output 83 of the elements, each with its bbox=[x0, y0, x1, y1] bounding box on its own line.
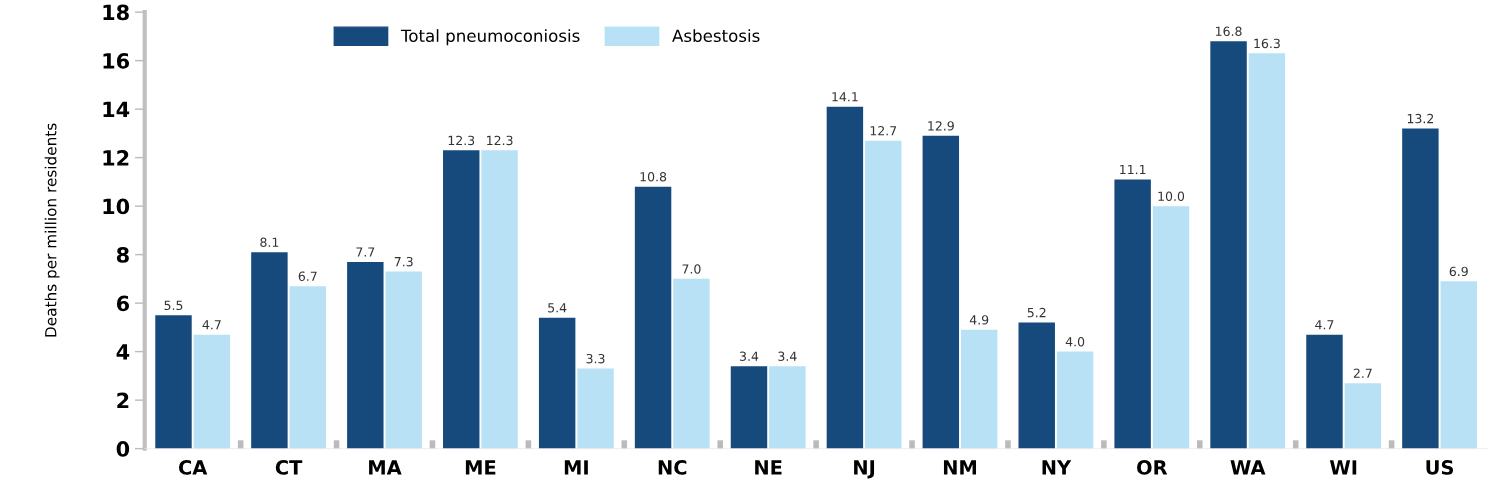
data-label: 11.1 bbox=[1120, 164, 1146, 175]
x-tick-label: NY bbox=[1042, 460, 1072, 475]
bar bbox=[1402, 128, 1439, 449]
bar bbox=[634, 186, 672, 449]
data-label: 14.1 bbox=[832, 92, 858, 102]
x-tick-label: NC bbox=[658, 460, 687, 475]
data-label: 8.1 bbox=[260, 237, 279, 247]
bar bbox=[443, 150, 480, 449]
data-label: 7.0 bbox=[682, 264, 701, 274]
data-label: 3.4 bbox=[778, 351, 797, 361]
y-tick-label: 2 bbox=[117, 392, 129, 409]
data-label: 5.2 bbox=[1027, 307, 1046, 318]
x-tick-label: CA bbox=[178, 460, 208, 475]
y-axis-title: Deaths per million residents bbox=[44, 123, 60, 337]
data-label: 7.3 bbox=[394, 256, 413, 267]
data-label: 5.5 bbox=[164, 300, 183, 311]
x-tick-label: NE bbox=[755, 460, 782, 475]
data-label: 3.4 bbox=[740, 351, 759, 361]
data-label: 13.2 bbox=[1407, 113, 1434, 124]
x-tick-label: OR bbox=[1137, 460, 1168, 475]
bar bbox=[577, 368, 614, 449]
bar bbox=[385, 271, 422, 449]
x-tick-label: CT bbox=[275, 460, 303, 475]
x-tick-label: ME bbox=[465, 460, 496, 475]
data-label: 16.3 bbox=[1254, 38, 1280, 49]
y-tick-label: 6 bbox=[116, 295, 130, 312]
y-tick-label: 16 bbox=[103, 53, 130, 69]
bar bbox=[193, 334, 231, 449]
bar bbox=[769, 366, 806, 449]
data-label: 4.7 bbox=[202, 320, 221, 330]
y-tick-label: 12 bbox=[103, 150, 129, 166]
x-tick-label: NM bbox=[943, 460, 977, 475]
bar bbox=[347, 261, 384, 449]
bar bbox=[1440, 281, 1477, 449]
bar bbox=[155, 315, 192, 449]
bar bbox=[538, 317, 576, 449]
data-label: 4.7 bbox=[1315, 320, 1334, 330]
data-label: 6.9 bbox=[1449, 266, 1468, 277]
bar bbox=[1344, 383, 1382, 449]
data-label: 2.7 bbox=[1353, 368, 1372, 378]
data-label: 4.0 bbox=[1065, 336, 1085, 347]
x-tick-label: MI bbox=[564, 460, 588, 475]
bar bbox=[1152, 206, 1190, 449]
y-tick-label: 8 bbox=[116, 247, 129, 263]
x-tick-label: MA bbox=[369, 460, 402, 475]
y-tick-label: 10 bbox=[103, 198, 130, 215]
x-tick-label: WI bbox=[1329, 460, 1357, 475]
data-label: 12.3 bbox=[487, 135, 513, 146]
data-label: 4.9 bbox=[969, 315, 989, 325]
legend-label: Total pneumoconiosis bbox=[400, 29, 580, 46]
bar bbox=[1114, 179, 1151, 449]
bar bbox=[673, 278, 710, 449]
data-label: 7.7 bbox=[356, 247, 375, 257]
bar bbox=[730, 366, 768, 449]
bar bbox=[1248, 53, 1286, 449]
x-tick-label: NJ bbox=[854, 460, 875, 479]
y-tick-label: 14 bbox=[103, 101, 130, 118]
bar bbox=[251, 252, 288, 449]
bar bbox=[481, 150, 518, 449]
data-label: 12.3 bbox=[448, 135, 475, 146]
y-tick-label: 18 bbox=[103, 4, 129, 21]
y-tick-label: 4 bbox=[116, 344, 130, 360]
data-label: 10.8 bbox=[640, 172, 667, 182]
data-label: 12.9 bbox=[928, 121, 954, 131]
data-label: 5.4 bbox=[548, 303, 567, 313]
bar bbox=[826, 106, 864, 449]
x-tick-label: US bbox=[1426, 460, 1454, 475]
bar bbox=[1306, 334, 1343, 449]
data-label: 3.3 bbox=[586, 353, 605, 364]
legend-label: Asbestosis bbox=[672, 29, 760, 43]
x-tick-label: WA bbox=[1230, 460, 1266, 475]
data-label: 10.0 bbox=[1158, 191, 1185, 201]
bar bbox=[289, 286, 326, 449]
bar bbox=[1056, 351, 1094, 449]
bar bbox=[1210, 41, 1247, 449]
bar bbox=[960, 329, 998, 449]
data-label: 16.8 bbox=[1216, 26, 1242, 37]
data-label: 6.7 bbox=[298, 271, 317, 281]
bar bbox=[865, 140, 902, 449]
y-tick-label: 0 bbox=[116, 441, 130, 457]
data-label: 12.7 bbox=[870, 126, 897, 136]
bar bbox=[1018, 322, 1055, 449]
bar bbox=[922, 135, 960, 449]
